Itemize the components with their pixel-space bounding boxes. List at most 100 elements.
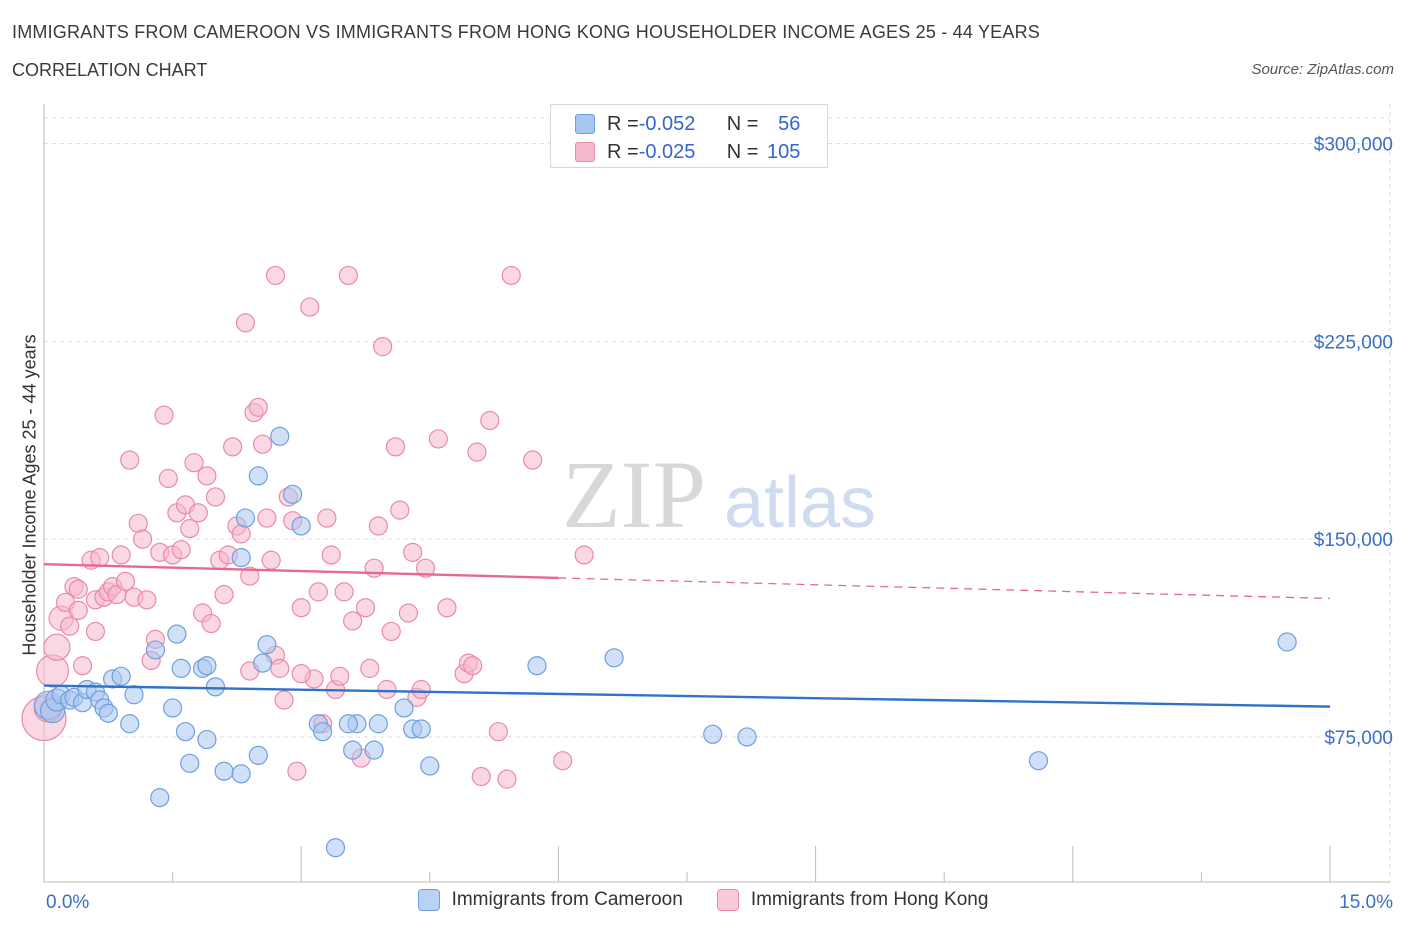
legend-swatch-hong-kong xyxy=(575,142,595,162)
point-cameroon xyxy=(231,764,251,784)
point-cameroon xyxy=(163,698,183,718)
point-cameroon xyxy=(248,745,268,766)
point-hong-kong xyxy=(553,751,573,771)
point-cameroon xyxy=(270,426,290,446)
point-cameroon xyxy=(343,740,363,760)
y-tick-label: $75,000 xyxy=(1324,728,1393,749)
point-hong-kong xyxy=(72,656,93,676)
series-cameroon-points xyxy=(33,426,1297,858)
point-cameroon xyxy=(257,635,277,655)
point-hong-kong xyxy=(261,550,281,570)
legend-r-label: R = xyxy=(607,140,639,163)
point-hong-kong xyxy=(231,524,251,544)
point-hong-kong xyxy=(411,679,431,700)
point-cameroon xyxy=(313,722,333,742)
trend-cameroon-solid xyxy=(43,684,1331,708)
legend-row-hong-kong: R = -0.025 N = 105 xyxy=(575,139,800,165)
point-cameroon xyxy=(180,753,200,773)
point-hong-kong xyxy=(428,429,448,449)
point-hong-kong xyxy=(43,633,71,661)
point-hong-kong xyxy=(300,297,320,317)
point-cameroon xyxy=(197,729,217,750)
legend-label-hong-kong: Immigrants from Hong Kong xyxy=(750,889,989,910)
point-hong-kong xyxy=(497,769,517,789)
point-hong-kong xyxy=(68,579,88,599)
point-cameroon xyxy=(120,714,140,734)
point-hong-kong xyxy=(574,545,594,565)
point-cameroon xyxy=(150,788,170,808)
point-hong-kong xyxy=(360,658,380,678)
point-cameroon xyxy=(364,740,384,760)
point-hong-kong xyxy=(415,558,436,578)
point-cameroon xyxy=(737,727,757,747)
point-hong-kong xyxy=(205,487,226,507)
point-hong-kong xyxy=(308,582,328,602)
point-cameroon xyxy=(197,656,217,676)
point-hong-kong xyxy=(184,453,204,473)
point-hong-kong xyxy=(120,450,140,470)
y-tick-label: $150,000 xyxy=(1314,530,1393,551)
series-legend: Immigrants from Cameroon Immigrants from… xyxy=(0,889,1406,911)
point-hong-kong xyxy=(180,519,200,539)
point-hong-kong xyxy=(330,666,350,686)
zipatlas-watermark: ZIP atlas xyxy=(562,441,876,548)
point-cameroon xyxy=(98,703,118,723)
point-hong-kong xyxy=(501,265,521,286)
point-hong-kong xyxy=(201,613,221,634)
correlation-legend: R = -0.052 N = 56 R = -0.025 N = 105 xyxy=(550,104,828,168)
watermark-atlas: atlas xyxy=(724,463,876,543)
point-hong-kong xyxy=(385,437,406,457)
point-cameroon xyxy=(283,484,303,504)
legend-swatch-hong-kong xyxy=(716,889,739,911)
point-hong-kong xyxy=(223,437,243,457)
source-credit: Source: ZipAtlas.com xyxy=(1251,61,1394,78)
point-hong-kong xyxy=(257,508,277,528)
point-hong-kong xyxy=(390,500,410,520)
point-cameroon xyxy=(420,756,440,776)
point-cameroon xyxy=(394,698,414,718)
point-hong-kong xyxy=(523,450,543,470)
point-hong-kong xyxy=(90,548,110,568)
legend-item-cameroon[interactable]: Immigrants from Cameroon xyxy=(417,889,683,911)
point-hong-kong xyxy=(398,603,418,623)
point-cameroon xyxy=(1028,751,1049,771)
legend-n-value: 56 xyxy=(778,112,801,135)
point-hong-kong xyxy=(68,600,88,620)
point-cameroon xyxy=(338,714,358,734)
point-cameroon xyxy=(1277,632,1297,652)
point-hong-kong xyxy=(188,503,208,523)
point-cameroon xyxy=(325,838,346,858)
point-hong-kong xyxy=(253,434,273,454)
x-tick-label-max: 15.0% xyxy=(1339,892,1393,913)
legend-n-value: 105 xyxy=(767,140,801,163)
trend-hong-kong-solid xyxy=(43,563,559,580)
point-hong-kong xyxy=(85,621,106,642)
point-hong-kong xyxy=(235,313,256,333)
point-hong-kong xyxy=(317,508,337,528)
point-hong-kong xyxy=(291,664,311,684)
point-hong-kong xyxy=(60,616,80,636)
point-hong-kong xyxy=(214,584,234,605)
point-cameroon xyxy=(368,714,388,734)
point-hong-kong xyxy=(463,656,483,676)
chart-title: IMMIGRANTS FROM CAMEROON VS IMMIGRANTS F… xyxy=(12,22,1040,42)
point-hong-kong xyxy=(381,621,401,642)
point-hong-kong xyxy=(111,545,131,565)
legend-label-cameroon: Immigrants from Cameroon xyxy=(451,889,683,910)
point-hong-kong xyxy=(334,582,354,602)
point-cameroon xyxy=(235,508,256,528)
point-cameroon xyxy=(124,685,144,705)
point-hong-kong xyxy=(265,265,286,286)
point-cameroon xyxy=(175,722,196,742)
point-hong-kong xyxy=(154,405,174,425)
point-cameroon xyxy=(145,640,166,660)
point-hong-kong xyxy=(248,397,268,417)
legend-item-hong-kong[interactable]: Immigrants from Hong Kong xyxy=(716,889,989,911)
point-cameroon xyxy=(527,656,547,676)
watermark-zip: ZIP xyxy=(562,441,706,548)
point-cameroon xyxy=(111,666,131,686)
point-hong-kong xyxy=(321,545,341,565)
point-hong-kong xyxy=(270,658,290,678)
legend-r-value: -0.025 xyxy=(638,140,696,163)
